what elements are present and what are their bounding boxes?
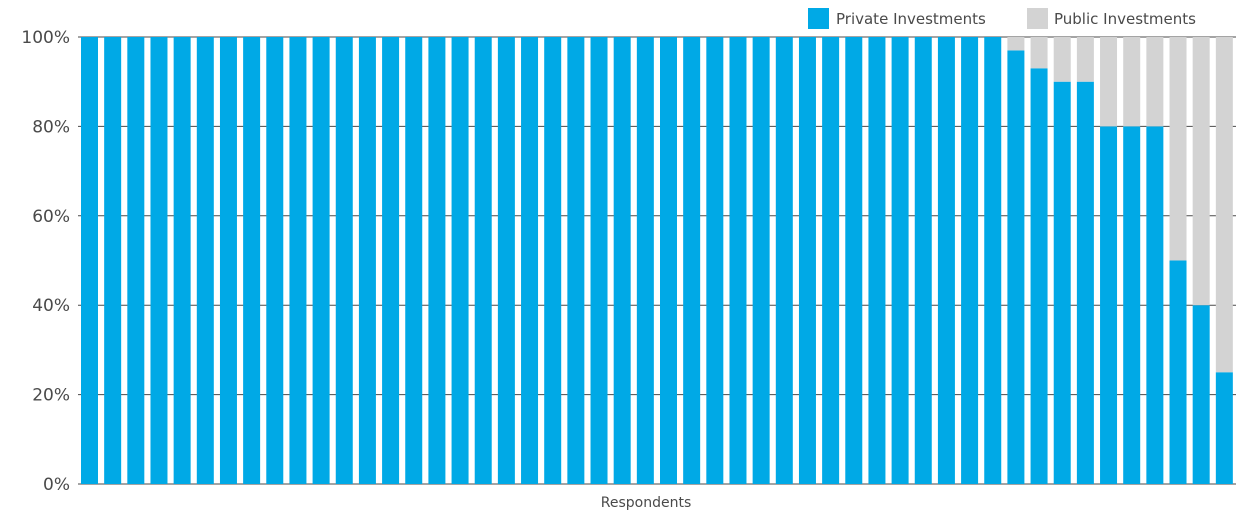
bar-segment-private bbox=[891, 37, 909, 484]
bar-segment-private bbox=[382, 37, 400, 484]
bar-segment-private bbox=[984, 37, 1002, 484]
legend: Private Investments Public Investments bbox=[808, 8, 1196, 29]
bar-segment-private bbox=[289, 37, 307, 484]
bar-segment-private bbox=[150, 37, 168, 484]
y-tick-label: 80% bbox=[32, 117, 70, 137]
y-tick-label: 40% bbox=[32, 296, 70, 316]
bar-segment-public bbox=[1192, 37, 1210, 306]
bar-segment-private bbox=[544, 37, 562, 484]
bar-segment-private bbox=[1146, 126, 1164, 485]
bar-segment-public bbox=[1030, 37, 1048, 69]
bar-segment-private bbox=[358, 37, 376, 484]
bar-segment-private bbox=[1169, 260, 1187, 484]
bar-segment-public bbox=[1123, 37, 1141, 127]
bar-segment-private bbox=[81, 37, 98, 484]
bar-segment-public bbox=[1076, 37, 1094, 82]
bar-segment-private bbox=[1100, 126, 1118, 485]
bar-segment-private bbox=[497, 37, 515, 484]
bar-segment-private bbox=[706, 37, 724, 484]
bar-segment-private bbox=[474, 37, 492, 484]
bar-segment-private bbox=[173, 37, 191, 484]
bar-segment-public bbox=[1215, 37, 1233, 373]
bar-segment-private bbox=[428, 37, 446, 484]
bar-segment-private bbox=[775, 37, 793, 484]
bar-segment-public bbox=[1169, 37, 1187, 261]
bar-segment-private bbox=[961, 37, 979, 484]
bar-segment-private bbox=[127, 37, 145, 484]
y-tick-label: 100% bbox=[21, 28, 70, 48]
bar-segment-private bbox=[1215, 372, 1233, 484]
bar-segment-private bbox=[1076, 81, 1094, 484]
y-tick-label: 60% bbox=[32, 207, 70, 227]
bar-segment-private bbox=[1123, 126, 1141, 485]
legend-label-public-investments: Public Investments bbox=[1054, 10, 1196, 28]
bar-segment-private bbox=[914, 37, 932, 484]
bar-segment-private bbox=[104, 37, 122, 484]
bar-segment-private bbox=[752, 37, 770, 484]
bar-segment-public bbox=[1100, 37, 1118, 127]
y-tick-label: 0% bbox=[43, 475, 70, 495]
bars bbox=[81, 37, 1233, 485]
legend-label-private-investments: Private Investments bbox=[836, 10, 986, 28]
legend-swatch-public-investments bbox=[1027, 8, 1048, 29]
y-axis-ticks: 0% 20% 40% 60% 80% 100% bbox=[21, 28, 70, 495]
bar-segment-private bbox=[1030, 68, 1048, 484]
x-axis-label: Respondents bbox=[601, 495, 692, 511]
bar-segment-private bbox=[845, 37, 863, 484]
bar-segment-private bbox=[312, 37, 330, 484]
bar-segment-private bbox=[613, 37, 631, 484]
bar-segment-private bbox=[196, 37, 214, 484]
bar-segment-private bbox=[1007, 50, 1025, 484]
y-tick-label: 20% bbox=[32, 386, 70, 406]
bar-segment-private bbox=[521, 37, 539, 484]
bar-segment-private bbox=[590, 37, 608, 484]
bar-segment-private bbox=[405, 37, 423, 484]
bar-segment-private bbox=[798, 37, 816, 484]
bar-segment-private bbox=[937, 37, 955, 484]
bar-segment-private bbox=[1053, 81, 1071, 484]
legend-swatch-private-investments bbox=[808, 8, 829, 29]
bar-segment-private bbox=[660, 37, 677, 484]
bar-segment-private bbox=[243, 37, 261, 484]
bar-segment-public bbox=[1146, 37, 1164, 127]
bar-segment-private bbox=[266, 37, 284, 484]
bar-segment-public bbox=[1007, 37, 1025, 51]
bar-segment-private bbox=[451, 37, 469, 484]
bar-segment-private bbox=[335, 37, 353, 484]
bar-segment-private bbox=[868, 37, 886, 484]
bar-segment-private bbox=[567, 37, 585, 484]
bar-segment-private bbox=[1192, 305, 1210, 484]
bar-segment-private bbox=[729, 37, 747, 484]
bar-segment-private bbox=[683, 37, 701, 484]
bar-segment-private bbox=[822, 37, 840, 484]
bar-segment-private bbox=[219, 37, 237, 484]
bar-segment-private bbox=[636, 37, 654, 484]
bar-segment-public bbox=[1053, 37, 1071, 82]
